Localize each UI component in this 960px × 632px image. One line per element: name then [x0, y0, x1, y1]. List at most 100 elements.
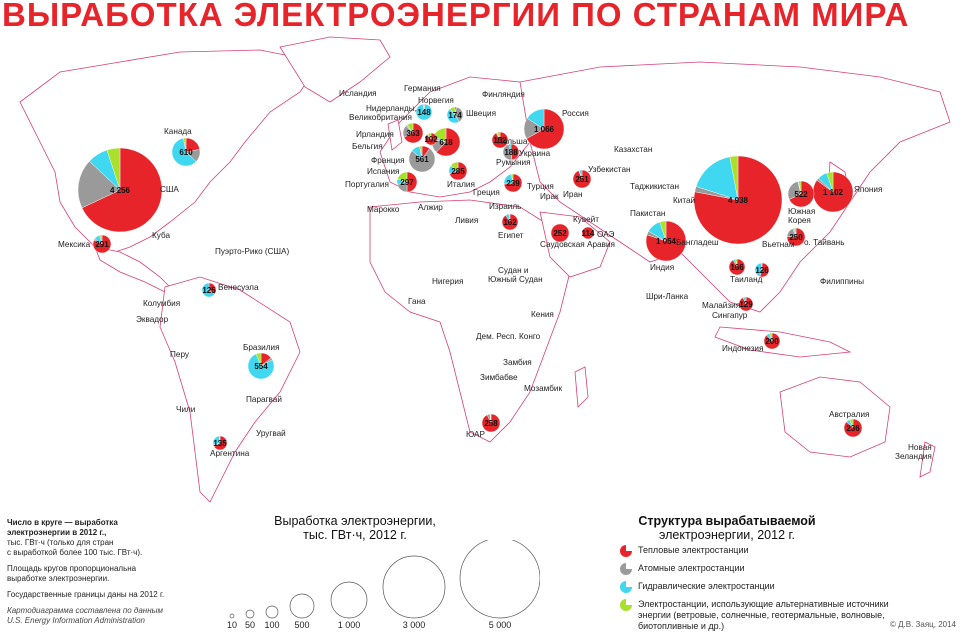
label-tajikistan: Таджикистан — [630, 182, 679, 191]
label-singapore: Сингапур — [712, 311, 748, 320]
label-philippines: Филиппины — [820, 277, 864, 286]
label-turkey: Турция — [527, 182, 554, 191]
label-thailand: Таиланд — [730, 275, 763, 284]
label-sudan1: Судан и — [498, 266, 528, 275]
nuclear-swatch — [620, 563, 632, 575]
pie-value: 4 938 — [728, 196, 749, 205]
label-japan: Япония — [854, 185, 882, 194]
size-label: 10 — [227, 620, 237, 630]
label-puerto-rico: Пуэрто-Рико (США) — [215, 247, 290, 256]
thermal-swatch — [620, 545, 632, 557]
label-venezuela: Венесуэла — [218, 283, 259, 292]
pie-value: 188 — [504, 148, 518, 157]
size-circle — [230, 614, 234, 618]
legend-item-renewable-label: Электростанции, использующие альтернатив… — [638, 599, 898, 632]
label-morocco: Марокко — [367, 205, 400, 214]
legend-structure-title-line2: электроэнергии, 2012 г. — [612, 528, 842, 542]
label-iceland: Исландия — [339, 89, 377, 98]
label-cuba: Куба — [152, 231, 170, 240]
label-pakistan: Пакистан — [630, 209, 665, 218]
size-circle — [331, 582, 367, 618]
legend-left-line1: Число в круге — выработка — [7, 518, 197, 528]
label-libya: Ливия — [455, 216, 478, 225]
map-title: ВЫРАБОТКА ЭЛЕКТРОЭНЕРГИИ ПО СТРАНАМ МИРА — [2, 0, 909, 34]
pie-value: 102 — [424, 135, 438, 144]
pie-value: 297 — [400, 178, 414, 187]
size-label: 500 — [294, 620, 309, 630]
label-usa: США — [160, 185, 179, 194]
pie-9: 522 — [788, 181, 814, 207]
pie-24: 162 — [502, 214, 518, 230]
label-taiwan: о. Тайвань — [804, 238, 844, 247]
label-indonesia: Индонезия — [722, 344, 763, 353]
pie-value: 4 256 — [110, 186, 131, 195]
label-france: Франция — [371, 156, 405, 165]
legend-left-line9: U.S. Energy Information Administration — [7, 616, 197, 626]
size-label: 3 000 — [403, 620, 426, 630]
legend-item-nuclear-label: Атомные электростанции — [638, 563, 745, 574]
pie-25: 174 — [447, 107, 463, 123]
pie-value: 114 — [582, 229, 595, 238]
legend-item-hydro-label: Гидравлические электростанции — [638, 581, 775, 592]
label-argentina: Аргентина — [210, 449, 250, 458]
label-netherlands: Нидерланды, — [366, 104, 417, 113]
pie-4: 1 066 — [524, 109, 564, 149]
pie-12: 297 — [397, 172, 417, 192]
size-label: 50 — [245, 620, 255, 630]
legend-left: Число в круге — выработка электроэнергии… — [7, 518, 197, 626]
pie-7: 561 — [409, 146, 435, 172]
label-uzbekistan: Узбекистан — [588, 165, 631, 174]
pie-value: 239 — [506, 179, 520, 188]
label-belgium: Бельгия — [352, 142, 383, 151]
legend-left-line8: Картодиаграмма составлена по данным — [7, 606, 197, 616]
size-circle — [290, 594, 314, 618]
pie-11: 285 — [449, 162, 467, 180]
label-australia: Австралия — [829, 410, 869, 419]
label-kenya: Кения — [531, 310, 554, 319]
size-circle — [383, 556, 445, 618]
landmass-africa — [370, 200, 570, 442]
landmass-central-america — [95, 247, 170, 292]
label-norway: Норвегия — [418, 96, 454, 105]
label-ecuador: Эквадор — [136, 315, 169, 324]
pie-2: 1 102 — [813, 172, 853, 212]
label-mexico: Мексика — [58, 240, 91, 249]
pie-29: 125 — [202, 283, 216, 297]
pie-13: 291 — [93, 235, 111, 253]
pie-value: 148 — [417, 108, 431, 117]
label-greece: Греция — [473, 188, 500, 197]
pie-value: 1 066 — [534, 125, 555, 134]
pie-23: 166 — [729, 259, 745, 275]
legend-left-line5: Площадь кругов пропорциональна — [7, 564, 197, 574]
legend-size-title: Выработка электроэнергии, тыс. ГВт·ч, 20… — [230, 514, 480, 542]
pie-value: 236 — [846, 424, 860, 433]
label-russia: Россия — [562, 109, 589, 118]
label-skorea2: Корея — [788, 216, 811, 225]
size-label: 1 000 — [338, 620, 361, 630]
label-zimbabwe: Зимбабве — [480, 373, 518, 382]
pie-30: 129 — [739, 297, 753, 311]
pie-value: 561 — [415, 155, 429, 164]
pie-28: 135 — [213, 436, 227, 450]
label-zambia: Замбия — [503, 358, 532, 367]
legend-structure-title-line1: Структура вырабатываемой — [612, 514, 842, 528]
pie-26: 148 — [416, 104, 432, 120]
pie-value: 129 — [739, 300, 753, 309]
label-iran: Иран — [563, 190, 583, 199]
pie-18: 236 — [844, 419, 862, 437]
copyright: © Д.В. Заяц, 2014 — [890, 620, 956, 629]
pie-22: 200 — [764, 333, 780, 349]
pie-value: 610 — [179, 148, 193, 157]
pie-value: 200 — [765, 337, 779, 346]
label-iraq: Ирак — [540, 192, 559, 201]
label-algeria: Алжир — [418, 203, 443, 212]
label-sweden: Швеция — [466, 109, 496, 118]
pie-19: 239 — [504, 174, 522, 192]
pie-value: 135 — [213, 439, 227, 448]
label-italy: Италия — [447, 180, 475, 189]
pie-value: 174 — [448, 111, 462, 120]
label-kuwait: Кувейт — [573, 215, 599, 224]
pie-0: 4 256 — [78, 148, 162, 232]
label-srilanka: Шри-Ланка — [646, 292, 689, 301]
